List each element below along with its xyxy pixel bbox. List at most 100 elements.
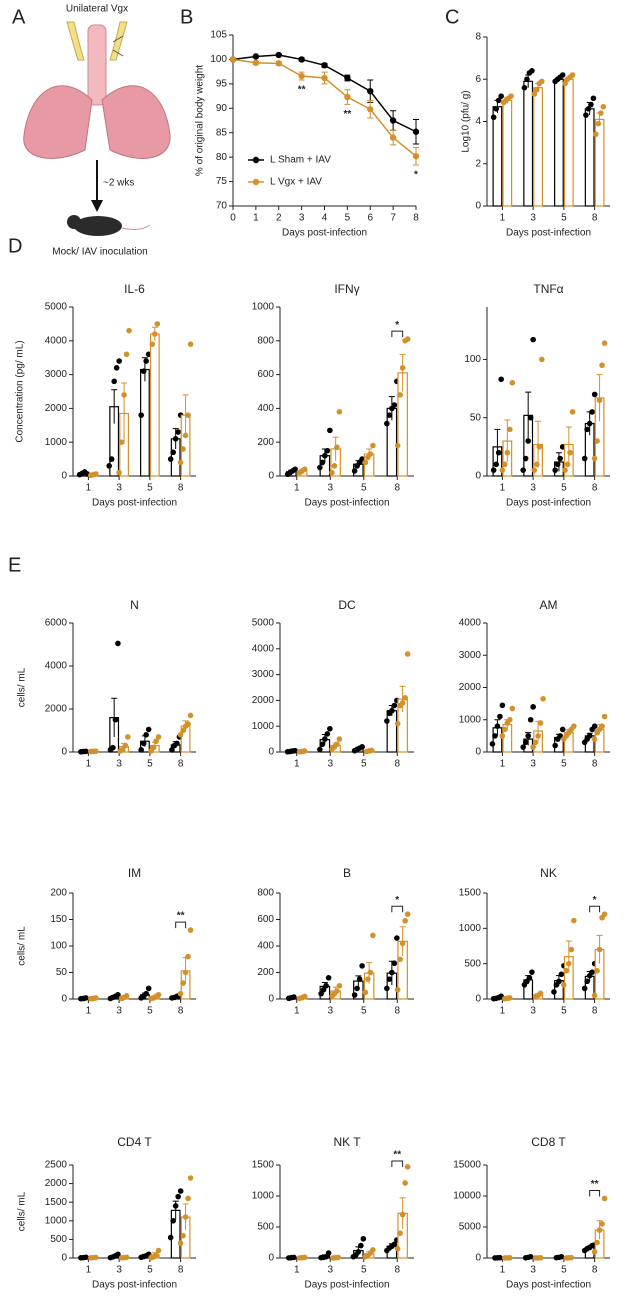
- y-tick-label: 85: [216, 127, 228, 138]
- point: [537, 720, 544, 726]
- point: [492, 733, 498, 739]
- annotation: **: [343, 109, 351, 120]
- point: [140, 740, 147, 747]
- x-tick-label: 3: [530, 483, 536, 494]
- point: [586, 420, 593, 427]
- y-tick-label: 95: [216, 78, 228, 89]
- y-tick-label: 200: [257, 967, 274, 978]
- point: [143, 358, 149, 364]
- point: [399, 1211, 406, 1218]
- point: [569, 72, 576, 78]
- illustration-text: ~2 wks: [103, 178, 134, 189]
- point: [391, 960, 398, 967]
- y-tick-label: 1000: [459, 714, 482, 725]
- y-tick-label: 600: [257, 914, 274, 925]
- point: [559, 72, 566, 78]
- x-tick-label: 5: [361, 759, 367, 770]
- point: [554, 461, 561, 468]
- y-tick-label: 0: [475, 747, 481, 758]
- point: [327, 725, 333, 732]
- y-tick-label: 500: [50, 1234, 67, 1245]
- legend-marker: [252, 178, 260, 186]
- y-tick-label: 400: [257, 403, 274, 414]
- y-tick-label: 0: [268, 1253, 274, 1264]
- point: [537, 990, 544, 997]
- y-tick-label: 0: [268, 471, 274, 482]
- point: [291, 1254, 297, 1261]
- point: [590, 95, 597, 102]
- point: [399, 365, 406, 371]
- error-bar: [111, 389, 118, 424]
- point: [185, 412, 191, 418]
- y-tick-label: 200: [257, 437, 274, 448]
- y-tick-label: 3000: [252, 669, 275, 680]
- annotation: *: [395, 320, 399, 331]
- point: [391, 402, 398, 408]
- point: [252, 59, 260, 67]
- y-tick-label: 0: [61, 1253, 67, 1264]
- y-tick-label: 0: [475, 994, 481, 1005]
- point: [586, 733, 593, 739]
- illustration-text: Unilateral Vgx: [66, 4, 128, 15]
- point: [367, 106, 374, 113]
- point: [585, 106, 592, 112]
- x-tick-label: 0: [230, 213, 236, 224]
- point: [334, 444, 340, 451]
- point: [180, 727, 186, 734]
- x-tick-label: 1: [294, 483, 300, 494]
- point: [155, 734, 162, 740]
- axis: [232, 35, 416, 207]
- y-tick-label: 5000: [45, 302, 68, 313]
- point: [525, 438, 531, 444]
- point: [112, 716, 119, 723]
- x-tick-label: 8: [592, 1265, 598, 1276]
- point: [329, 469, 335, 476]
- y-tick-label: 500: [464, 958, 481, 969]
- point: [601, 713, 608, 720]
- x-axis-label: Days post-infection: [506, 498, 591, 509]
- x-tick-label: 1: [86, 1006, 92, 1017]
- y-tick-label: 100: [210, 54, 227, 65]
- x-tick-label: 3: [116, 1006, 122, 1017]
- legend-label: L Sham + IAV: [270, 155, 331, 166]
- point: [155, 991, 162, 998]
- point: [143, 990, 149, 997]
- y-tick-label: 150: [50, 914, 67, 925]
- chart-title: AM: [540, 598, 558, 612]
- x-tick-label: 5: [561, 483, 567, 494]
- x-tick-label: 1: [294, 759, 300, 770]
- point: [118, 439, 125, 446]
- point: [497, 1254, 503, 1261]
- point: [359, 963, 365, 969]
- point: [397, 392, 403, 398]
- point: [351, 468, 358, 474]
- point: [524, 76, 530, 83]
- y-tick-label: 2000: [45, 1178, 68, 1189]
- point: [317, 464, 323, 471]
- x-tick-label: 5: [361, 483, 367, 494]
- point: [571, 723, 577, 729]
- x-tick-label: 8: [592, 213, 598, 224]
- point: [596, 946, 603, 953]
- x-tick-label: 6: [367, 213, 373, 224]
- y-tick-label: 2000: [45, 403, 68, 414]
- point: [185, 953, 191, 960]
- x-tick-label: 5: [561, 1265, 567, 1276]
- point: [123, 351, 130, 358]
- significance-bracket: [175, 921, 187, 929]
- axis: [72, 623, 196, 753]
- y-tick-label: 0: [268, 994, 274, 1005]
- x-tick-label: 1: [500, 213, 506, 224]
- point: [596, 397, 603, 404]
- point: [591, 736, 598, 742]
- point: [562, 467, 568, 473]
- y-tick-label: 3000: [459, 650, 482, 661]
- y-tick-label: 4: [475, 116, 481, 127]
- point: [581, 985, 588, 992]
- point: [412, 152, 420, 160]
- y-tick-label: 2000: [459, 682, 482, 693]
- point: [354, 985, 360, 992]
- x-tick-label: 1: [500, 1006, 506, 1017]
- point: [175, 1193, 181, 1200]
